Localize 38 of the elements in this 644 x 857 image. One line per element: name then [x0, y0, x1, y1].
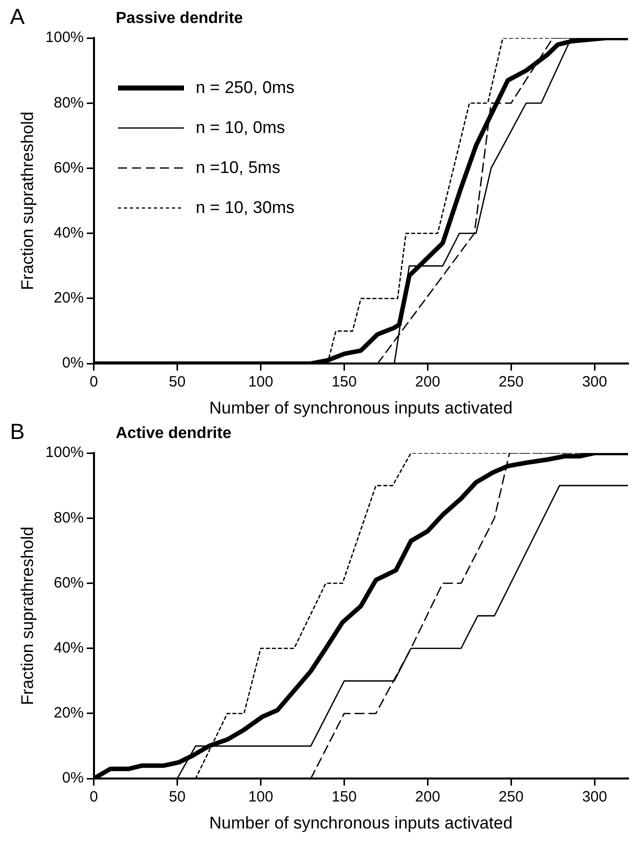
x-tick-label: 100 [248, 374, 274, 391]
legend-label: n = 10, 0ms [196, 118, 286, 138]
x-tick-label: 0 [90, 788, 98, 806]
y-tick-label: 80% [54, 94, 84, 112]
y-tick-label: 20% [54, 290, 84, 307]
legend-label: n = 250, 0ms [196, 78, 295, 98]
text: A [10, 4, 25, 30]
y-tick-label: 0% [62, 354, 84, 372]
x-tick-label: 150 [332, 788, 357, 806]
y-axis-title: Fraction suprathreshold [18, 526, 37, 706]
y-tick-label: 60% [54, 574, 84, 592]
x-tick-label: 300 [582, 788, 608, 806]
x-tick-label: 200 [415, 788, 440, 806]
chart-title: Active dendrite [116, 425, 232, 443]
y-tick-label: 60% [54, 159, 84, 176]
y-tick-label: 40% [54, 224, 84, 242]
x-tick-label: 250 [498, 374, 524, 391]
x-tick-label: 300 [582, 374, 608, 391]
y-tick-label: 40% [54, 640, 84, 656]
x-tick-label: 50 [168, 374, 186, 391]
x-axis-title: Number of synchronous inputs activated [209, 813, 513, 832]
y-tick-label: 80% [54, 509, 84, 526]
chart-title: Passive dendrite [116, 10, 243, 28]
x-tick-label: 100 [248, 788, 274, 806]
x-tick-label: 200 [415, 374, 440, 391]
y-tick-label: 0% [62, 770, 84, 787]
legend-label: n =10, 5ms [196, 158, 280, 178]
x-tick-label: 250 [498, 788, 524, 806]
y-axis-title: Fraction suprathreshold [18, 112, 37, 290]
legend-label: n = 10, 30ms [196, 198, 295, 218]
y-tick-label: 100% [45, 29, 84, 46]
x-tick-label: 50 [168, 788, 186, 806]
y-tick-label: 100% [45, 444, 84, 462]
x-tick-label: 0 [90, 374, 98, 391]
y-tick-label: 20% [54, 704, 84, 722]
x-axis-title: Number of synchronous inputs activated [209, 398, 513, 418]
x-tick-label: 150 [332, 374, 357, 391]
text: B [10, 419, 25, 445]
